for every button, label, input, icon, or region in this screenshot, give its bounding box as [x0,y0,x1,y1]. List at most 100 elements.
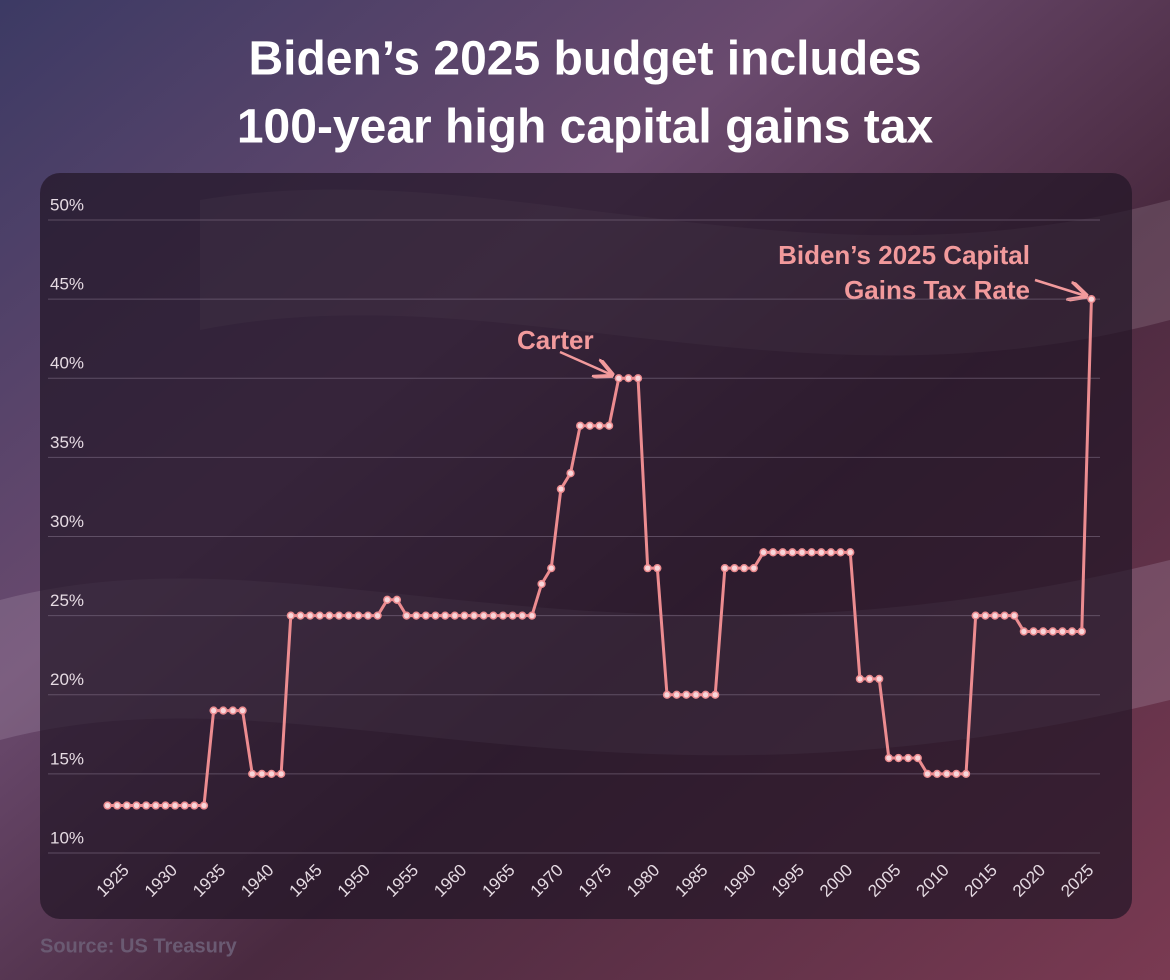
data-point [952,769,961,779]
data-point [305,611,315,620]
data-point [1000,611,1009,620]
data-point [903,753,913,763]
data-point [614,374,623,383]
plot-panel [40,173,1132,919]
data-point [942,769,951,779]
data-point [527,611,537,620]
data-point [884,753,893,763]
data-point [238,706,247,715]
data-point [768,548,778,557]
data-point [759,548,768,557]
data-point [402,611,411,620]
data-point [875,674,884,684]
data-point [141,801,151,810]
source: Source: US Treasury [40,935,238,957]
data-point [257,769,267,779]
y-tick-label: 35% [50,433,84,452]
data-point [730,564,739,573]
annotation-arrow [1034,278,1086,296]
data-point [971,611,980,620]
data-point [778,548,787,557]
annotations: Carter Biden’s 2025 Capital Gains Tax Rate [517,240,1030,355]
data-point [113,801,122,810]
data-point [855,674,865,684]
data-point [421,611,430,620]
data-point [161,801,170,810]
data-point [219,706,228,715]
data-point [981,611,990,620]
annotation-arrow [559,350,612,375]
data-point [103,801,112,810]
data-point [122,801,131,810]
data-point [228,706,238,715]
y-tick-label: 45% [50,275,84,294]
data-point [460,611,469,620]
data-point [576,421,585,430]
data-point [566,469,575,478]
data-point [894,753,903,763]
data-point [865,674,874,684]
data-point [711,690,720,699]
data-point [1029,627,1038,636]
data-point [1048,627,1057,636]
data-point [682,690,691,699]
data-point [469,611,479,620]
y-tick-label: 30% [50,512,84,531]
data-point [489,611,498,620]
data-point [624,374,633,383]
data-point [1077,627,1086,636]
data-point [354,611,363,620]
data-point [209,706,218,715]
data-point [518,611,527,620]
data-point [817,548,826,557]
data-point [749,564,758,573]
data-point [1039,627,1048,636]
data-point [913,753,922,763]
data-point [720,564,730,573]
data-point [248,769,257,779]
data-point [585,421,594,430]
data-point [537,579,546,589]
title-line: Biden’s 2025 budget includes [248,33,921,86]
data-point [151,801,160,810]
data-point [740,564,749,573]
data-point [296,611,305,620]
data-point [691,690,701,699]
annotation: Biden’s 2025 Capital [778,240,1030,270]
data-point [479,611,488,620]
data-point [180,801,189,810]
data-point [961,769,971,779]
data-point [315,611,324,620]
data-point [1010,611,1019,620]
y-tick-label: 40% [50,354,84,373]
data-point [932,769,942,779]
data-point [1019,627,1029,636]
data-point [846,548,855,557]
y-tick-label: 20% [50,670,84,689]
data-point [653,564,662,573]
data-point [170,801,180,810]
data-point [923,769,932,779]
data-point [547,564,556,573]
data-point [383,595,392,604]
annotation: Gains Tax Rate [844,275,1030,305]
data-point [836,548,845,557]
data-point [412,611,421,620]
data-point [797,548,807,557]
y-tick-label: 15% [50,749,84,768]
data-point [788,548,797,557]
data-point [199,801,209,810]
data-point [363,611,373,620]
data-point [344,611,353,620]
data-point [595,421,604,430]
data-point [1087,294,1096,304]
data-point [498,611,508,620]
data-point [662,690,672,699]
data-point [633,374,643,383]
data-point [672,690,681,699]
y-tick-label: 50% [50,195,84,214]
data-point [604,421,614,430]
y-tick-label: 25% [50,591,84,610]
data-point [277,769,286,779]
